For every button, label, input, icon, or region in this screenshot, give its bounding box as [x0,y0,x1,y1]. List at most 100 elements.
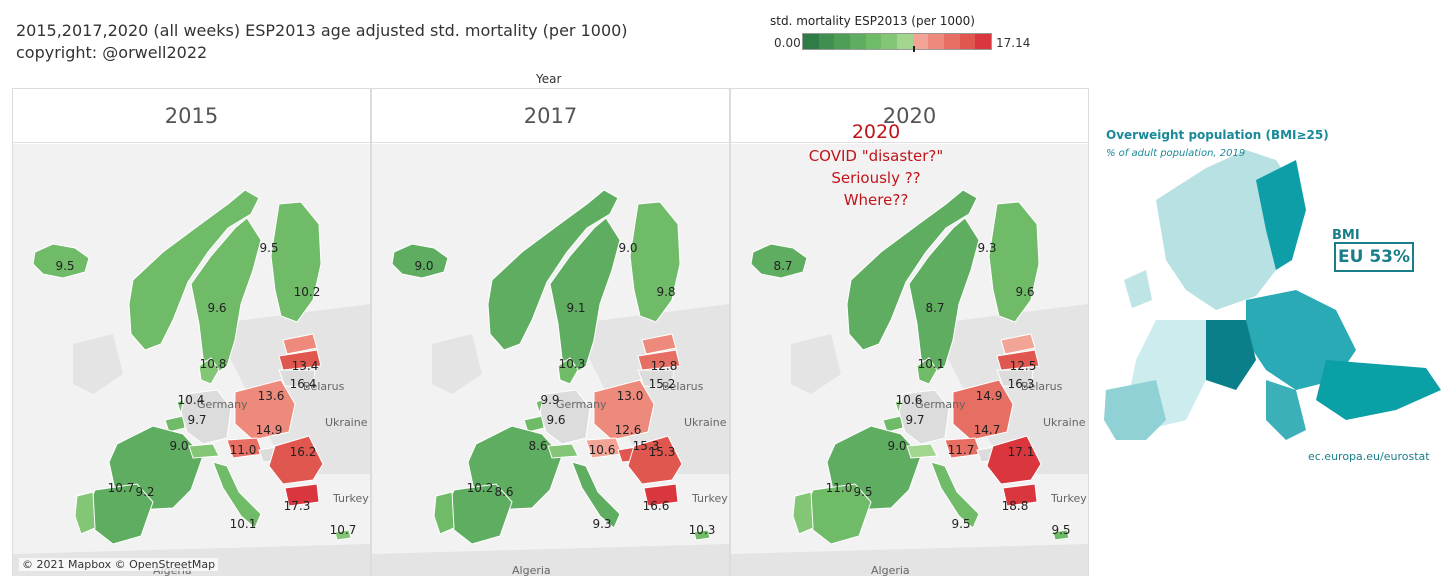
landmass-east [572,304,729,474]
legend-swatch [850,34,866,49]
country-finland[interactable] [270,201,322,323]
country-bulgaria[interactable] [1002,483,1038,507]
map-place-label-turkey: Turkey [332,492,369,505]
map-place-label-ukraine: Ukraine [684,416,727,429]
country-denmark[interactable] [916,357,938,385]
landmass-africa [372,544,729,576]
country-switzerland[interactable] [906,443,938,459]
panel-year-label: 2020 [731,89,1088,143]
legend-gradient [802,33,992,50]
country-iceland[interactable] [32,243,90,279]
value-label-czechia: 14.9 [256,423,283,437]
country-portugal[interactable] [74,491,96,535]
value-label-netherlands: 10.6 [896,393,923,407]
country-estonia[interactable] [282,333,318,355]
country-italy[interactable] [571,461,621,529]
map-place-label-turkey: Turkey [691,492,728,505]
country-hungary[interactable] [986,435,1042,485]
legend-swatch [944,34,960,49]
country-italy[interactable] [212,461,262,529]
landmass-uk [432,334,482,394]
value-label-latvia: 15.2 [649,377,676,391]
country-finland[interactable] [629,201,681,323]
panel-2015: 2015 BelarusGermanyUkraineTurkeyAlgeria9… [12,88,371,576]
value-label-poland: 14.9 [976,389,1003,403]
country-norway[interactable] [846,189,978,351]
panel-2020: 2020 Belarus Germany Ukraine Turkey Algeria 8… [730,88,1089,576]
value-label-cyprus: 10.7 [330,523,357,537]
country-bulgaria[interactable] [643,483,679,507]
country-switzerland[interactable] [547,443,579,459]
value-label-estonia: 13.4 [292,359,319,373]
country-estonia[interactable] [641,333,677,355]
panel-year-label: 2017 [372,89,729,143]
map-place-label-belarus: Belarus [303,380,345,393]
map-2017[interactable]: Belarus Germany Ukraine Turkey Algeria 9.0 9.0… [372,144,729,576]
value-label-italy: 10.1 [230,517,257,531]
country-cyprus[interactable] [1052,529,1070,541]
country-hungary[interactable] [268,435,324,485]
map-place-label-algeria: Algeria [871,564,910,576]
panel-year-label: 2015 [13,89,370,143]
country-lithuania[interactable] [278,369,316,389]
value-label-sweden: 8.7 [925,301,944,315]
country-latvia[interactable] [637,349,681,371]
country-finland[interactable] [988,201,1040,323]
country-portugal[interactable] [433,491,455,535]
country-estonia[interactable] [1000,333,1036,355]
country-norway[interactable] [487,189,619,351]
country-poland[interactable] [952,379,1014,441]
value-label-france: 9.0 [887,439,906,453]
panel-2017: 2017 Belarus Germany Ukraine Turkey Algeria 9… [371,88,730,576]
country-poland[interactable] [234,379,296,441]
country-belgium[interactable] [882,415,904,433]
country-portugal[interactable] [792,491,814,535]
country-belgium[interactable] [164,415,186,433]
country-iceland[interactable] [750,243,808,279]
country-denmark[interactable] [557,357,579,385]
map-attribution[interactable]: © 2021 Mapbox © OpenStreetMap [19,558,219,571]
value-label-poland: 13.6 [258,389,285,403]
country-sweden[interactable] [908,217,980,375]
value-label-norway: 9.0 [618,241,637,255]
country-lithuania[interactable] [996,369,1034,389]
annotation-line-4: Where?? [843,191,909,209]
country-poland[interactable] [593,379,655,441]
country-latvia[interactable] [278,349,322,371]
country-germany[interactable] [180,389,232,445]
landmass-east [931,304,1088,474]
country-denmark[interactable] [198,357,220,385]
country-cyprus[interactable] [334,529,352,541]
value-label-czechia: 12.6 [615,423,642,437]
value-label-latvia: 16.3 [1008,377,1035,391]
country-cyprus[interactable] [693,529,711,541]
legend-swatch [897,34,913,49]
value-label-portugal: 10.7 [108,481,135,495]
country-sweden[interactable] [190,217,262,375]
country-latvia[interactable] [996,349,1040,371]
legend-swatch [912,34,929,49]
country-germany[interactable] [898,389,950,445]
country-germany[interactable] [539,389,591,445]
country-bulgaria[interactable] [284,483,320,507]
map-2020[interactable]: Belarus Germany Ukraine Turkey Algeria 8.7 9.3… [731,144,1088,576]
value-label-italy: 9.5 [951,517,970,531]
chart-title: 2015,2017,2020 (all weeks) ESP2013 age a… [16,20,628,64]
country-iceland[interactable] [391,243,449,279]
country-sweden[interactable] [549,217,621,375]
country-switzerland[interactable] [188,443,220,459]
country-belgium[interactable] [523,415,545,433]
country-norway[interactable] [128,189,260,351]
country-lithuania[interactable] [637,369,675,389]
value-label-iceland: 8.7 [773,259,792,273]
legend-swatch [865,34,882,49]
value-label-belgium: 9.7 [187,413,206,427]
country-hungary[interactable] [627,435,683,485]
value-label-switzerland: 11.7 [948,443,975,457]
country-italy[interactable] [930,461,980,529]
map-2015[interactable]: BelarusGermanyUkraineTurkeyAlgeria9.59.5… [13,144,370,576]
color-legend: std. mortality ESP2013 (per 1000) 0.00 1… [760,14,1040,54]
bmi-title: Overweight population (BMI≥25) [1106,128,1329,142]
map-place-label-ukraine: Ukraine [325,416,368,429]
value-label-bulgaria: 16.6 [643,499,670,513]
